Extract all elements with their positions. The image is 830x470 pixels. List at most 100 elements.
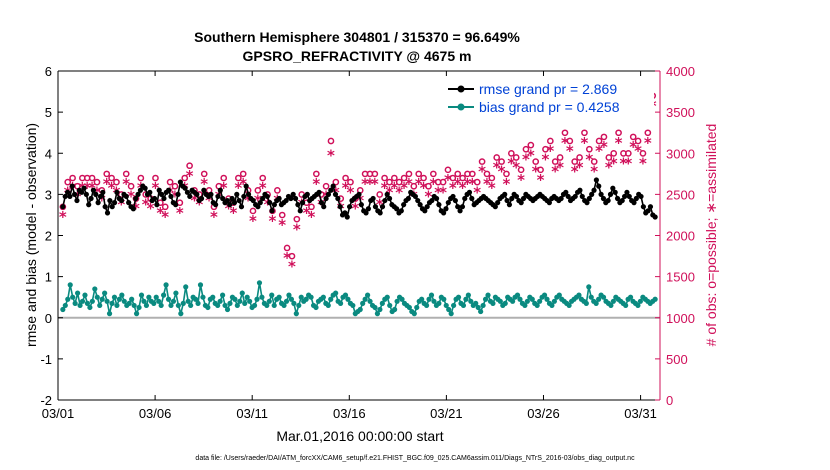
bias-point bbox=[350, 302, 356, 309]
rmse-point bbox=[215, 193, 221, 200]
rmse-point bbox=[97, 193, 104, 200]
assimilated-obs-point: * bbox=[327, 146, 335, 164]
possible-obs-point bbox=[478, 158, 486, 165]
bias-point bbox=[293, 311, 299, 317]
assimilated-obs-point: * bbox=[629, 138, 637, 156]
bias-point bbox=[588, 294, 594, 300]
possible-obs-point bbox=[234, 174, 242, 182]
x-axis-ticks: 03/01 03/06 03/11 03/16 03/21 03/26 03/31 bbox=[42, 71, 657, 421]
rmse-point bbox=[135, 191, 141, 197]
assimilated-obs-point: * bbox=[639, 154, 647, 172]
rmse-point bbox=[93, 191, 99, 197]
y-left-tick-label: -1 bbox=[40, 352, 52, 367]
assimilated-obs-point: * bbox=[488, 179, 496, 197]
rmse-point bbox=[123, 193, 129, 200]
bias-point bbox=[627, 294, 634, 300]
rmse-point bbox=[619, 197, 625, 204]
bias-point bbox=[158, 302, 164, 309]
assimilated-obs-point: * bbox=[225, 200, 233, 218]
possible-obs-point bbox=[186, 162, 193, 170]
possible-obs-point bbox=[532, 158, 540, 165]
bias-point bbox=[170, 298, 177, 304]
bias-point bbox=[451, 302, 457, 309]
bias-point bbox=[269, 292, 275, 298]
rmse-point bbox=[295, 202, 301, 208]
assimilated-obs-point: * bbox=[395, 183, 403, 201]
assimilated-obs-point: * bbox=[507, 154, 515, 172]
x-tick-label: 03/01 bbox=[42, 406, 75, 421]
rmse-point bbox=[72, 191, 78, 197]
rmse-point bbox=[83, 191, 89, 197]
bias-point bbox=[94, 294, 100, 300]
possible-obs-point bbox=[605, 154, 613, 161]
bias-point bbox=[333, 290, 339, 296]
assimilated-obs-point: * bbox=[546, 142, 554, 160]
possible-obs-point bbox=[410, 182, 418, 190]
bias-point bbox=[75, 290, 81, 296]
bias-point bbox=[490, 300, 496, 306]
bias-point bbox=[608, 302, 614, 309]
possible-obs-point bbox=[108, 174, 115, 182]
rmse-point bbox=[358, 202, 364, 208]
bias-point bbox=[502, 300, 508, 306]
rmse-point bbox=[638, 193, 644, 200]
bias-point bbox=[183, 284, 189, 290]
bias-point bbox=[372, 304, 378, 311]
rmse-point bbox=[372, 204, 379, 210]
assimilated-obs-point: * bbox=[366, 175, 374, 193]
rmse-point bbox=[271, 202, 277, 208]
bias-point bbox=[623, 302, 629, 309]
possible-obs-point bbox=[288, 252, 296, 260]
bias-point bbox=[173, 290, 179, 296]
assimilated-obs-point: * bbox=[191, 191, 199, 209]
bias-point bbox=[465, 292, 471, 298]
rmse-series bbox=[60, 177, 658, 220]
bias-point bbox=[544, 296, 550, 302]
possible-obs-point bbox=[600, 133, 608, 141]
rmse-point bbox=[154, 202, 160, 208]
bias-point bbox=[549, 302, 555, 309]
bias-point bbox=[428, 292, 435, 298]
bias-point bbox=[556, 292, 562, 298]
assimilated-obs-point: * bbox=[83, 179, 91, 197]
bias-point bbox=[259, 294, 265, 300]
y-left-tick-label: 6 bbox=[45, 64, 52, 79]
bias-point bbox=[610, 298, 616, 304]
rmse-point bbox=[299, 200, 306, 206]
bias-point bbox=[414, 304, 420, 311]
rmse-point bbox=[323, 195, 329, 202]
possible-obs-point bbox=[493, 154, 501, 161]
possible-obs-point bbox=[273, 187, 281, 194]
rmse-point bbox=[250, 197, 256, 204]
possible-obs-point bbox=[152, 174, 159, 182]
rmse-point bbox=[111, 200, 118, 206]
assimilated-obs-point: * bbox=[527, 146, 535, 164]
y-left-tick-label: -2 bbox=[40, 393, 52, 408]
bias-point bbox=[185, 298, 191, 304]
rmse-point bbox=[224, 197, 230, 204]
bias-point bbox=[72, 300, 78, 306]
rmse-point bbox=[227, 202, 233, 208]
bias-point bbox=[320, 294, 326, 300]
rmse-point bbox=[90, 187, 97, 193]
assimilated-obs-point: * bbox=[264, 196, 272, 214]
bias-point bbox=[478, 308, 484, 315]
bias-point bbox=[303, 296, 309, 302]
possible-obs-point bbox=[113, 178, 120, 186]
rmse-point bbox=[377, 210, 383, 216]
possible-obs-point bbox=[278, 211, 286, 219]
rmse-point bbox=[624, 189, 630, 195]
possible-obs-point bbox=[137, 174, 145, 182]
bias-point bbox=[357, 306, 363, 313]
assimilated-obs-point: * bbox=[371, 175, 379, 193]
bias-point bbox=[244, 294, 250, 300]
y-right-tick-label: 2000 bbox=[666, 229, 695, 244]
rmse-point bbox=[455, 204, 461, 210]
assimilated-obs-point: * bbox=[239, 175, 247, 193]
rmse-point bbox=[506, 202, 513, 208]
possible-obs-point bbox=[615, 129, 622, 137]
bias-point bbox=[328, 296, 334, 302]
bias-point bbox=[482, 296, 489, 302]
rmse-point bbox=[62, 193, 68, 200]
